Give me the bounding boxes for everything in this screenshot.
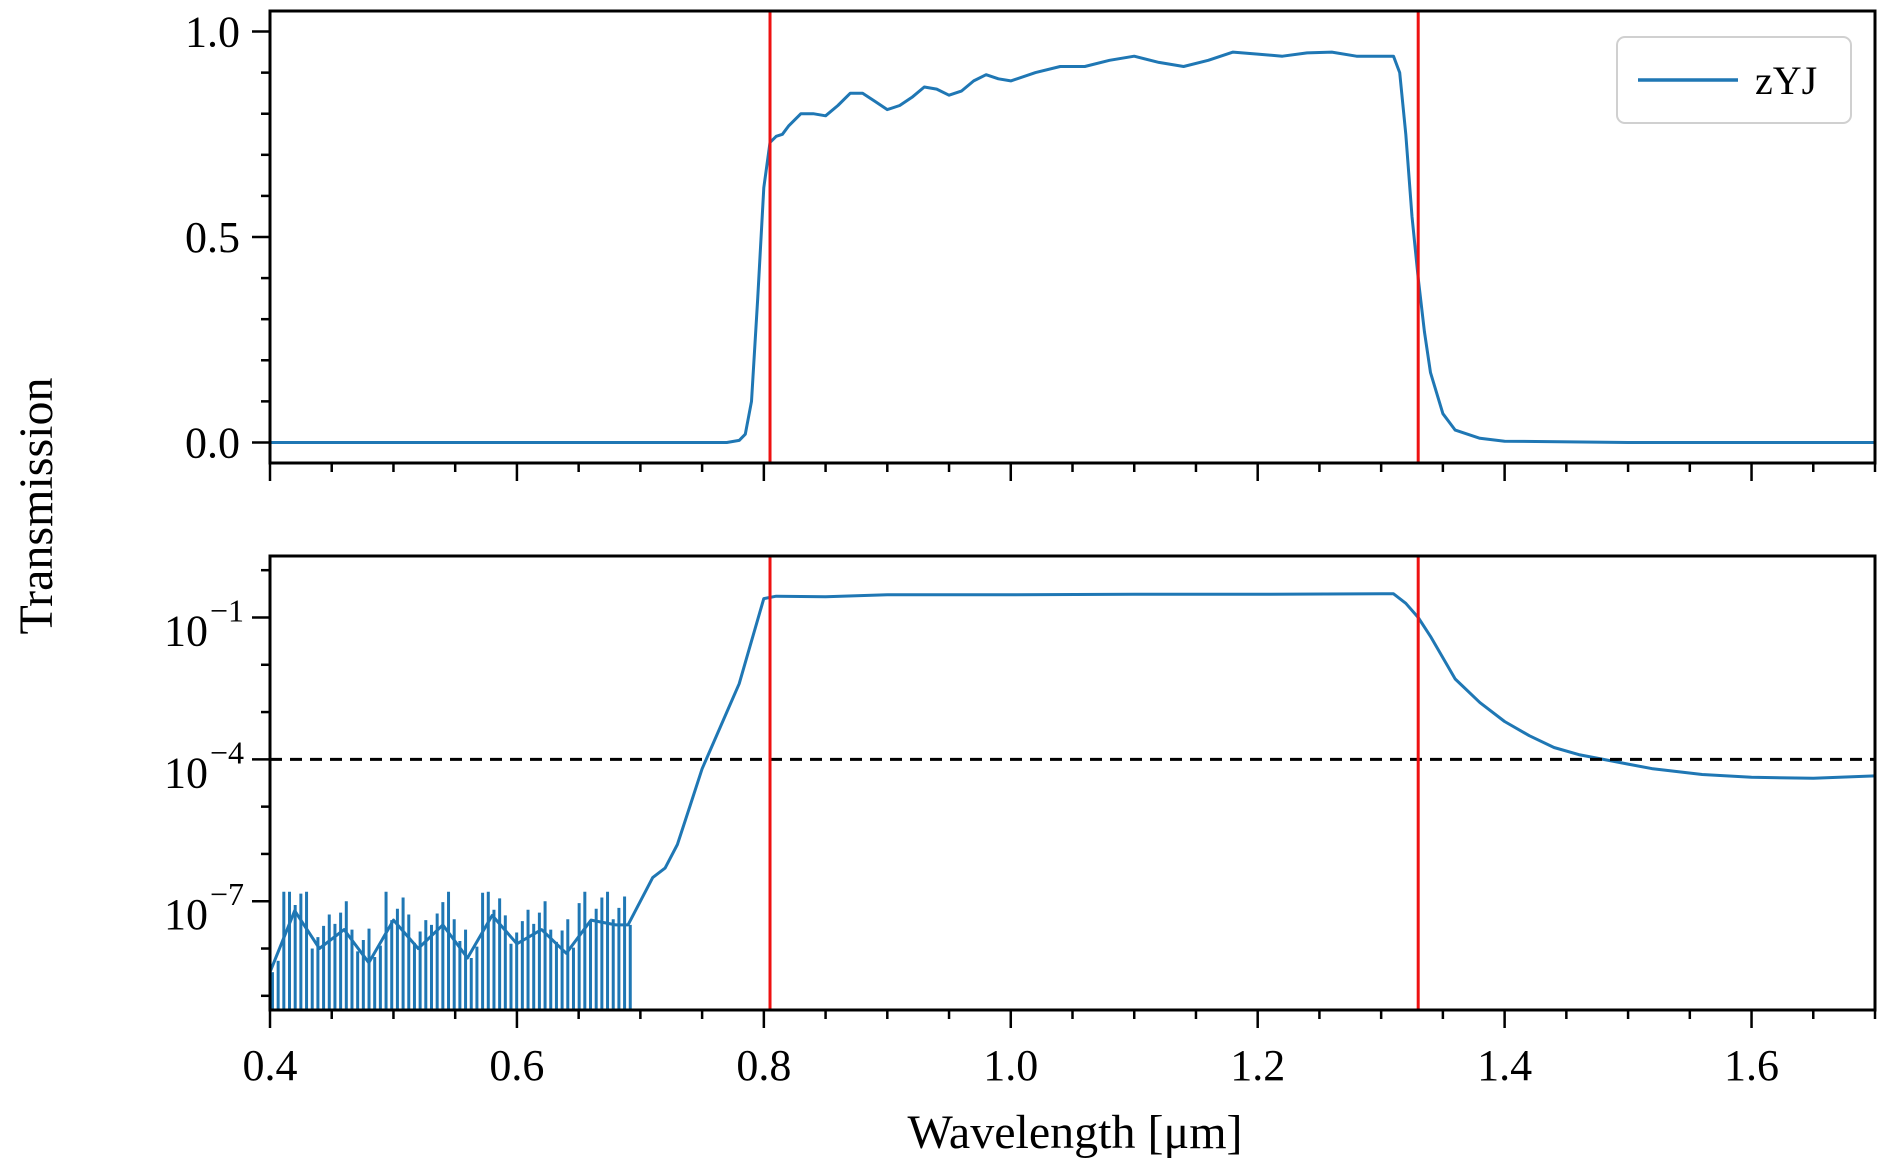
x-tick-label: 1.4 (1477, 1041, 1532, 1090)
bottom-y-tick-label: 10 (164, 748, 208, 797)
y-axis-title: Transmission (10, 378, 63, 635)
legend[interactable]: zYJ (1616, 36, 1852, 124)
top-y-tick-label: 0.5 (185, 213, 240, 262)
bottom-y-tick-exponent: −4 (210, 734, 244, 770)
x-tick-label: 1.2 (1230, 1041, 1285, 1090)
top-axes-frame (268, 9, 1877, 465)
bottom-series-line (270, 592, 1875, 973)
legend-label: zYJ (1755, 58, 1817, 103)
x-tick-label: 0.6 (489, 1041, 544, 1090)
x-tick-label: 1.6 (1724, 1041, 1779, 1090)
x-tick-label: 0.4 (243, 1041, 298, 1090)
bottom-axes-frame (268, 554, 1877, 1012)
bottom-plot-area (270, 556, 1875, 1010)
top-plot-area (270, 11, 1875, 463)
top-series-line (270, 50, 1875, 444)
x-tick-label: 0.8 (736, 1041, 791, 1090)
bottom-y-tick-exponent: −1 (210, 592, 244, 628)
bottom-y-tick-label: 10 (164, 890, 208, 939)
bottom-y-tick-exponent: −7 (210, 876, 244, 912)
bottom-y-tick-label: 10 (164, 606, 208, 655)
top-y-tick-label: 0.0 (185, 418, 240, 467)
log-panel: 0.4 0.6 0.8 1.0 1.2 1.4 1.610−110−410−7 (164, 554, 1877, 1090)
bottom-ticks: 0.4 0.6 0.8 1.0 1.2 1.4 1.610−110−410−7 (164, 568, 1877, 1090)
x-axis-title: Wavelength [μm] (907, 1106, 1242, 1159)
linear-panel: 0.0 0.5 1.0 zYJ (185, 8, 1877, 481)
x-tick-label: 1.0 (983, 1041, 1038, 1090)
top-y-tick-label: 1.0 (185, 8, 240, 57)
top-ticks: 0.0 0.5 1.0 (185, 8, 1877, 481)
